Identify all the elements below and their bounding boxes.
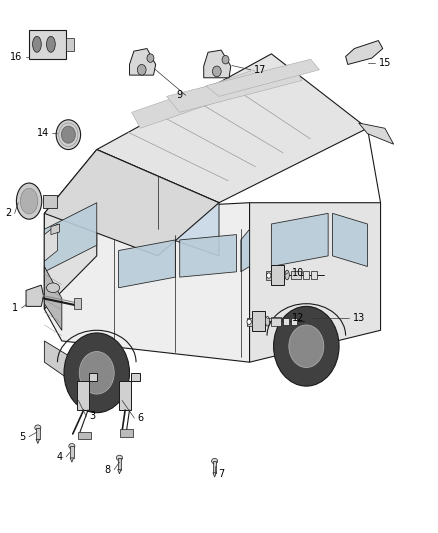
Polygon shape: [44, 203, 97, 272]
Text: 10: 10: [291, 268, 304, 278]
Polygon shape: [252, 311, 265, 332]
Bar: [120, 429, 133, 437]
Polygon shape: [206, 59, 319, 96]
Ellipse shape: [69, 443, 75, 449]
Polygon shape: [97, 150, 219, 256]
Polygon shape: [250, 203, 381, 362]
Circle shape: [61, 126, 75, 143]
Polygon shape: [51, 224, 60, 235]
Text: 9: 9: [176, 90, 182, 100]
Polygon shape: [74, 298, 81, 309]
Bar: [70, 446, 74, 458]
Text: 1: 1: [12, 303, 18, 313]
Bar: [66, 38, 74, 51]
Bar: [78, 432, 91, 439]
Circle shape: [274, 306, 339, 386]
Text: 6: 6: [138, 413, 144, 423]
Bar: [36, 427, 39, 439]
Bar: [303, 271, 309, 279]
Polygon shape: [119, 240, 175, 288]
Polygon shape: [359, 123, 394, 144]
Circle shape: [222, 55, 229, 64]
Polygon shape: [241, 229, 250, 272]
Polygon shape: [266, 271, 272, 280]
Polygon shape: [247, 318, 252, 326]
Polygon shape: [272, 265, 285, 285]
Polygon shape: [132, 70, 263, 128]
Polygon shape: [180, 235, 237, 277]
Ellipse shape: [35, 425, 41, 430]
Ellipse shape: [20, 188, 38, 214]
Text: 16: 16: [10, 52, 22, 61]
Circle shape: [79, 352, 114, 394]
Ellipse shape: [46, 36, 55, 52]
Bar: [118, 458, 121, 470]
Ellipse shape: [265, 317, 270, 326]
Text: 15: 15: [379, 59, 391, 68]
Bar: [272, 317, 281, 326]
Text: 17: 17: [254, 65, 267, 75]
Polygon shape: [26, 285, 43, 306]
Polygon shape: [44, 150, 219, 256]
Polygon shape: [213, 473, 216, 477]
Bar: [291, 271, 300, 279]
Circle shape: [247, 319, 251, 325]
Ellipse shape: [117, 455, 123, 461]
Polygon shape: [36, 439, 39, 443]
Circle shape: [56, 120, 81, 150]
Polygon shape: [118, 470, 121, 474]
Text: 3: 3: [90, 411, 96, 422]
Polygon shape: [204, 50, 231, 78]
Bar: [283, 318, 289, 325]
Ellipse shape: [285, 270, 289, 280]
Ellipse shape: [46, 283, 60, 293]
Polygon shape: [119, 373, 141, 410]
Polygon shape: [70, 458, 74, 462]
Bar: [291, 318, 297, 325]
Polygon shape: [77, 373, 97, 410]
Ellipse shape: [212, 458, 218, 464]
Circle shape: [64, 333, 130, 413]
Text: 14: 14: [36, 127, 49, 138]
Text: 4: 4: [57, 452, 63, 462]
Ellipse shape: [16, 183, 42, 219]
Polygon shape: [346, 41, 383, 64]
Text: 8: 8: [105, 465, 111, 474]
Bar: [213, 461, 216, 473]
Polygon shape: [166, 64, 302, 112]
Polygon shape: [44, 266, 62, 330]
Circle shape: [138, 64, 146, 75]
Polygon shape: [332, 213, 367, 266]
Polygon shape: [97, 54, 367, 203]
Polygon shape: [44, 341, 79, 383]
Polygon shape: [44, 224, 57, 261]
Polygon shape: [130, 49, 155, 75]
Text: 2: 2: [5, 208, 11, 219]
Bar: [311, 271, 317, 279]
Text: 12: 12: [291, 313, 304, 323]
Circle shape: [289, 325, 324, 368]
Text: 5: 5: [19, 432, 25, 442]
Polygon shape: [44, 150, 97, 309]
Circle shape: [212, 66, 221, 77]
Text: 13: 13: [353, 313, 365, 323]
Circle shape: [267, 273, 271, 278]
Text: 7: 7: [218, 469, 224, 479]
Ellipse shape: [32, 36, 41, 52]
Circle shape: [147, 54, 154, 62]
Bar: [29, 30, 66, 59]
Bar: [42, 195, 57, 208]
Polygon shape: [272, 213, 328, 266]
Polygon shape: [44, 203, 250, 362]
